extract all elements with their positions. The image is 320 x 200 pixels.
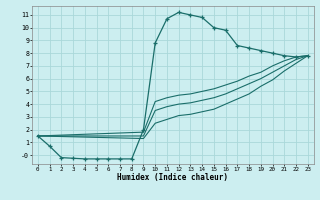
X-axis label: Humidex (Indice chaleur): Humidex (Indice chaleur) bbox=[117, 173, 228, 182]
